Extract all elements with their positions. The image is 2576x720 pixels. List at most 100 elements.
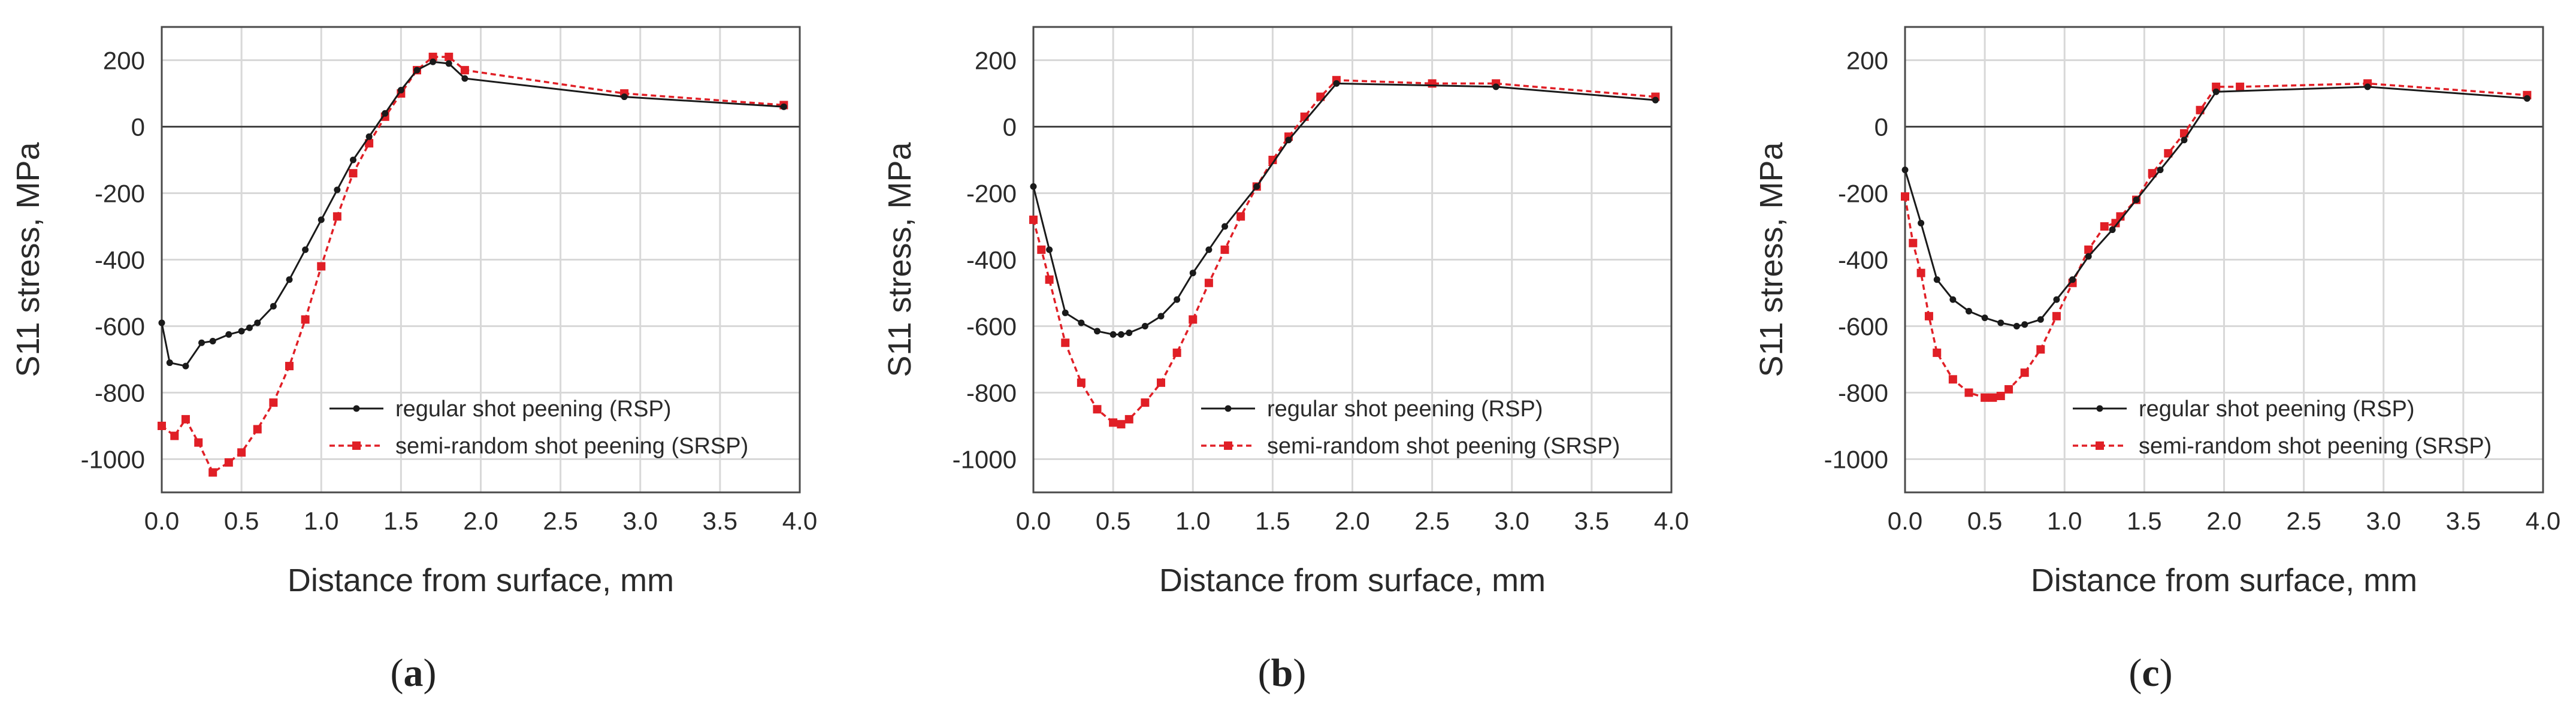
y-tick-label: -200 (1838, 180, 1888, 208)
x-tick-label: 4.0 (782, 507, 817, 535)
rsp-point (238, 328, 245, 335)
x-tick-label: 0.5 (224, 507, 259, 535)
rsp-point (1966, 308, 1972, 315)
panel-label: (a) (391, 651, 437, 695)
rsp-point (1652, 96, 1659, 104)
rsp-point (1109, 331, 1117, 338)
y-axis-title: S11 stress, MPa (10, 141, 46, 377)
x-tick-label: 2.5 (2286, 507, 2321, 535)
x-tick-label: 4.0 (2526, 507, 2560, 535)
srsp-point (1037, 245, 1046, 254)
rsp-point (2109, 226, 2116, 234)
rsp-point (318, 216, 325, 223)
plot-frame (161, 26, 801, 494)
srsp-point (332, 212, 341, 221)
y-tick-label: -600 (1838, 313, 1888, 341)
srsp-point (1964, 388, 1973, 397)
x-tick-label: 2.0 (2206, 507, 2241, 535)
rsp-point (254, 319, 261, 326)
y-tick-label: -200 (95, 180, 145, 208)
srsp-point (170, 431, 179, 440)
rsp-point (397, 86, 404, 93)
srsp-point (1268, 156, 1277, 164)
plot-frame (1032, 26, 1673, 494)
rsp-point (2053, 296, 2060, 303)
srsp-point (2100, 222, 2109, 231)
y-tick-label: -800 (1838, 379, 1888, 407)
srsp-point (224, 458, 233, 467)
srsp-point (2004, 385, 2013, 394)
y-axis-title: S11 stress, MPa (882, 141, 918, 377)
x-axis-title: Distance from surface, mm (288, 562, 674, 598)
y-tick-label: 0 (1003, 113, 1017, 141)
srsp-point (1172, 348, 1181, 357)
rsp-point (334, 186, 341, 193)
rsp-point (198, 339, 205, 346)
rsp-point (1918, 219, 1925, 226)
legend-rsp-label: regular shot peening (RSP) (395, 397, 671, 422)
rsp-point (2212, 88, 2220, 95)
srsp-point (208, 468, 217, 477)
x-tick-label: 3.0 (1495, 507, 1529, 535)
legend-rsp-marker (1224, 405, 1232, 412)
srsp-point (1996, 392, 2005, 401)
srsp-point (1933, 348, 1942, 357)
legend-rsp-label: regular shot peening (RSP) (2139, 397, 2414, 422)
srsp-point (269, 398, 278, 407)
srsp-point (1141, 398, 1150, 407)
srsp-line (1032, 79, 1656, 426)
rsp-point (1078, 319, 1085, 326)
rsp-point (302, 246, 309, 253)
rsp-line (1032, 82, 1656, 335)
srsp-point (428, 52, 437, 61)
legend-srsp-marker (352, 441, 361, 450)
rsp-point (2133, 196, 2140, 204)
y-tick-label: -1000 (81, 446, 145, 474)
y-tick-label: 200 (103, 47, 145, 75)
panel-label: (b) (1258, 651, 1307, 695)
rsp-point (1222, 223, 1228, 230)
rsp-point (382, 110, 389, 117)
srsp-point (445, 52, 453, 61)
legend-srsp-label: semi-random shot peening (SRSP) (2139, 434, 2492, 459)
x-tick-label: 3.0 (623, 507, 658, 535)
x-tick-label: 1.5 (1255, 507, 1290, 535)
rsp-point (2364, 83, 2371, 90)
rsp-line (1904, 86, 2527, 328)
rsp-point (1333, 80, 1340, 87)
srsp-point (2236, 82, 2245, 91)
srsp-point (1061, 338, 1070, 347)
y-tick-label: -800 (966, 379, 1017, 407)
rsp-point (1094, 328, 1100, 335)
rsp-point (1157, 313, 1165, 320)
srsp-point (1236, 212, 1245, 221)
y-tick-label: 0 (131, 113, 145, 141)
x-axis-title: Distance from surface, mm (1159, 562, 1546, 598)
rsp-point (1126, 329, 1133, 337)
srsp-point (349, 169, 358, 178)
x-tick-label: 3.5 (2446, 507, 2481, 535)
srsp-point (181, 415, 190, 423)
rsp-point (246, 324, 253, 331)
srsp-point (2111, 219, 2120, 228)
srsp-point (1124, 415, 1133, 423)
rsp-point (780, 103, 787, 110)
rsp-point (1253, 183, 1260, 190)
srsp-point (285, 362, 294, 371)
x-tick-label: 2.0 (1335, 507, 1369, 535)
rsp-point (286, 276, 293, 283)
x-tick-label: 0.0 (144, 507, 179, 535)
plot-frame (1904, 26, 2544, 494)
rsp-point (1189, 270, 1196, 277)
rsp-point (1062, 309, 1069, 316)
x-tick-label: 0.0 (1016, 507, 1051, 535)
panel-c: 0.0 0.5 1.0 1.5 2.0 2.5 3.0 3.5 4.0 200 0 -200 -400 -… (1753, 26, 2560, 695)
x-tick-label: 1.5 (383, 507, 418, 535)
rsp-point (158, 319, 165, 326)
rsp-point (1141, 323, 1148, 329)
rsp-point (2069, 276, 2076, 283)
rsp-point (1901, 167, 1909, 174)
x-tick-label: 1.0 (1175, 507, 1210, 535)
srsp-point (1204, 279, 1213, 288)
x-tick-label: 0.5 (1096, 507, 1130, 535)
